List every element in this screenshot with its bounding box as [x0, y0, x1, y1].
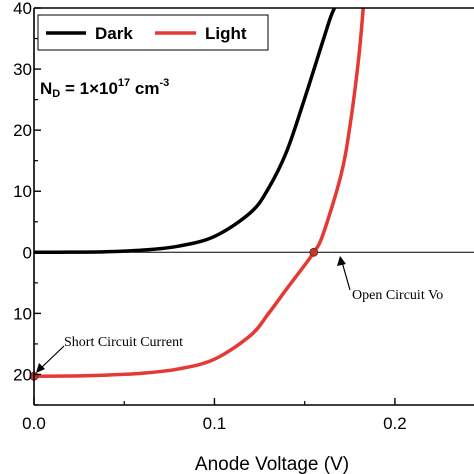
legend-label-dark: Dark [95, 24, 133, 43]
y-tick-label: 10 [13, 304, 32, 323]
legend: Dark Light [37, 14, 269, 51]
x-tick-label: 0.1 [203, 414, 227, 433]
short-circuit-label: Short Circuit Current [64, 335, 183, 350]
short-circuit-arrow [39, 345, 65, 370]
open-circuit-arrow [341, 261, 351, 291]
x-tick-label: 0.2 [383, 414, 407, 433]
series-line-light [34, 8, 365, 379]
y-tick-label: 40 [13, 0, 32, 18]
y-tick-label: 20 [13, 365, 32, 384]
doping-exp: 17 [118, 77, 130, 89]
doping-sub: D [52, 88, 60, 100]
x-tick-label: 0.0 [22, 414, 46, 433]
y-tick-label: 20 [13, 121, 32, 140]
plot-area [34, 8, 474, 405]
open-circuit-label: Open Circuit Vo [352, 288, 443, 303]
short-circuit-arrowhead [36, 363, 45, 373]
legend-label-light: Light [205, 24, 247, 43]
doping-unit-exp: -3 [159, 77, 169, 89]
open-circuit-annotation: Open Circuit Vo [337, 256, 443, 303]
y-tick-label: 10 [13, 182, 32, 201]
y-tick-label: 30 [13, 60, 32, 79]
doping-label: ND = 1×1017 cm-3 [40, 77, 169, 100]
doping-unit: cm [130, 79, 159, 98]
series-line-dark [34, 8, 337, 255]
short-circuit-annotation: Short Circuit Current [36, 335, 183, 373]
open-circuit-marker [309, 247, 319, 257]
doping-eq: = 1×10 [60, 79, 118, 98]
y-tick-label: 0 [23, 243, 32, 262]
open-circuit-arrowhead [337, 256, 346, 266]
x-axis-title: Anode Voltage (V) [195, 454, 349, 474]
doping-n: N [40, 79, 52, 98]
